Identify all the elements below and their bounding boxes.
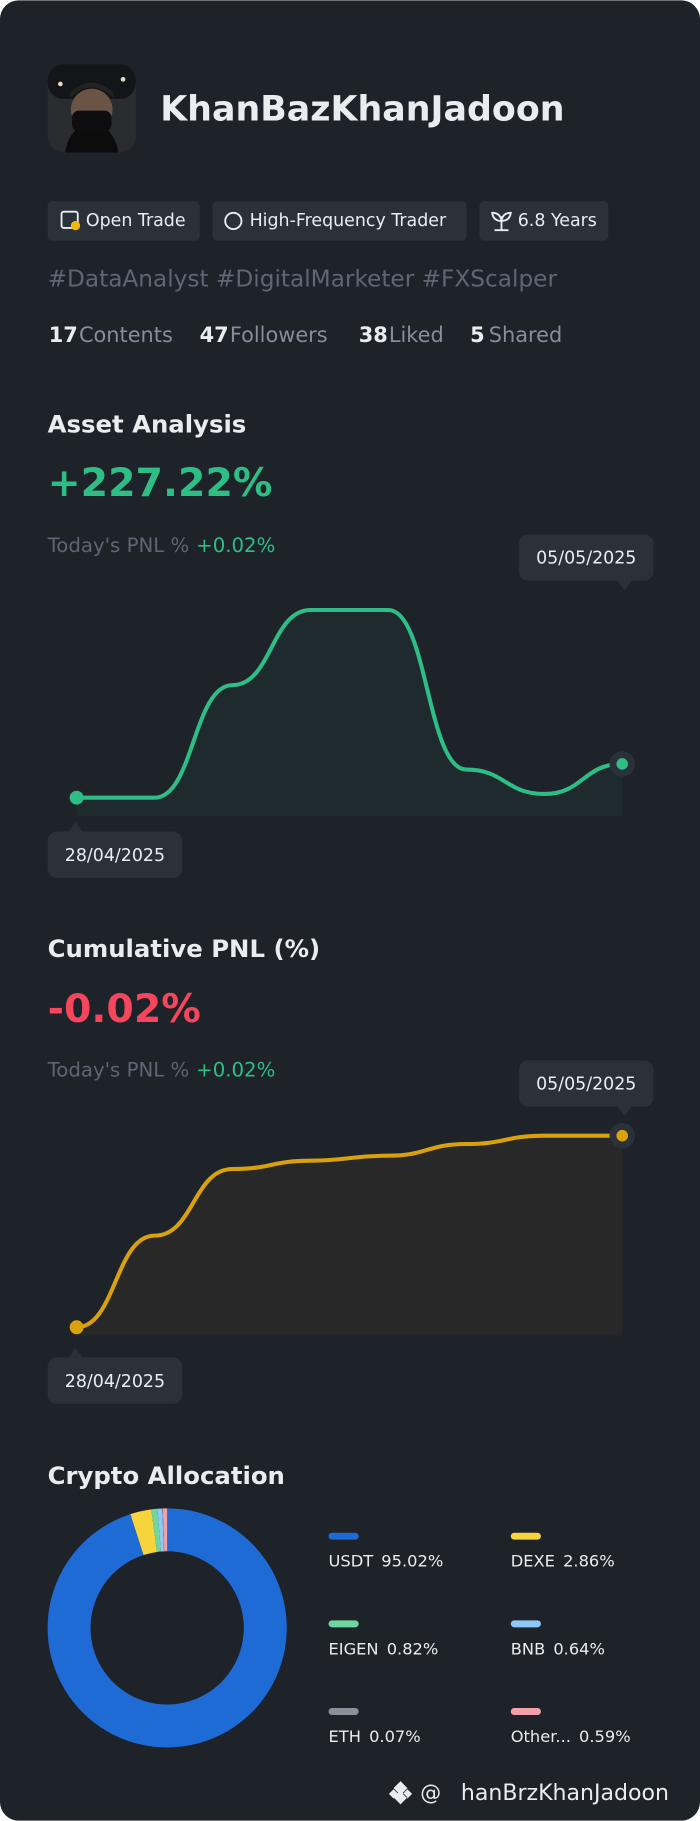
date-bubble [47, 1357, 183, 1404]
line [74, 1133, 625, 1330]
today-pnl-label: Today's PNL % [47, 533, 190, 556]
today-pnl: Today's PNL % +0.02% [47, 533, 276, 556]
area-fill [76, 1135, 623, 1336]
tag: 6.8 Years [518, 211, 597, 231]
legend-swatch [510, 1620, 541, 1628]
legend-entry: EIGEN 0.82% [329, 1639, 439, 1658]
legend-swatch [328, 1620, 359, 1628]
bubble-pointer [68, 1348, 83, 1358]
date-label: 05/05/2025 [536, 1075, 636, 1095]
today-pnl-value: +0.02% [196, 533, 275, 556]
date-label: 28/04/2025 [65, 1372, 165, 1392]
stat-value: 38 [359, 323, 388, 347]
pie-slice [130, 1509, 157, 1556]
legend-swatch [510, 1532, 541, 1540]
end-marker [616, 758, 629, 770]
headline-value: -0.02% [48, 986, 201, 1032]
stat-label: Followers [230, 323, 328, 347]
date-bubble [518, 534, 654, 581]
stat-value: 47 [200, 323, 229, 347]
legend-name: ETH [329, 1727, 361, 1746]
tag: Open Trade [86, 211, 186, 231]
legend-entry: BNB 0.64% [511, 1639, 605, 1658]
pie-slice [157, 1508, 164, 1552]
tag: High-Frequency Trader [250, 211, 447, 231]
today-pnl-label: Today's PNL % [47, 1058, 190, 1081]
start-marker [69, 790, 84, 805]
legend-name: DEXE [511, 1551, 555, 1570]
avatar[interactable] [47, 64, 136, 153]
date-label: 05/05/2025 [536, 549, 636, 569]
legend-name: BNB [511, 1639, 545, 1658]
start-marker [69, 1320, 84, 1335]
stat-label: Liked [389, 323, 444, 347]
tag-background [212, 201, 467, 241]
area-fill [76, 610, 623, 817]
legend-name: USDT [329, 1551, 374, 1570]
legend-swatch [510, 1708, 541, 1715]
date-bubble [518, 1060, 654, 1107]
end-marker [616, 1129, 629, 1142]
tag-icon [70, 220, 81, 231]
tag-background [479, 201, 609, 241]
logo [388, 1781, 413, 1805]
tag-icon [60, 210, 79, 229]
stat-value: 5 [470, 323, 485, 347]
pie-slice [151, 1508, 161, 1552]
stat-label: Shared [489, 323, 563, 347]
line [74, 607, 625, 800]
legend-value: 0.07% [369, 1727, 421, 1746]
pie-slice [162, 1508, 168, 1552]
date-bubble [47, 831, 183, 878]
legend-entry: USDT 95.02% [329, 1551, 444, 1570]
tag-background [47, 201, 200, 241]
pie-slice [162, 1508, 165, 1552]
bubble-pointer [617, 1106, 632, 1116]
date-label: 28/04/2025 [65, 846, 165, 866]
today-pnl-value: +0.02% [196, 1058, 275, 1081]
pie-slice [47, 1508, 287, 1748]
legend-value: 0.59% [579, 1727, 631, 1746]
legend-name: EIGEN [329, 1639, 379, 1658]
tag-icon [224, 211, 243, 231]
stat-value: 17 [49, 323, 78, 347]
stat-label: Contents [79, 323, 173, 347]
footer-handle: hanBrzKhanJadoon [461, 1781, 669, 1806]
section-title: Crypto Allocation [48, 1461, 285, 1490]
section-title: Cumulative PNL (%) [48, 934, 321, 963]
bubble-pointer [617, 580, 632, 591]
username: KhanBazKhanJadoon [160, 90, 564, 130]
legend-value: 2.86% [563, 1551, 615, 1570]
section-title: Asset Analysis [48, 409, 247, 438]
legend-name: Other... [511, 1727, 571, 1746]
legend-entry: Other... 0.59% [511, 1727, 631, 1746]
legend-entry: DEXE 2.86% [511, 1551, 615, 1570]
headline-value: +227.22% [48, 460, 273, 506]
legend-value: 95.02% [381, 1551, 443, 1570]
today-pnl: Today's PNL % +0.02% [47, 1058, 276, 1081]
legend-swatch [328, 1708, 359, 1715]
legend-swatch [328, 1532, 359, 1540]
legend-entry: ETH 0.07% [329, 1727, 421, 1746]
legend-value: 0.64% [553, 1639, 605, 1658]
tag-icon [491, 211, 512, 232]
footer-at: @ [420, 1781, 441, 1805]
bubble-pointer [68, 822, 83, 832]
legend-value: 0.82% [387, 1639, 439, 1658]
hashtags: #DataAnalyst #DigitalMarketer #FXScalper [48, 266, 558, 293]
